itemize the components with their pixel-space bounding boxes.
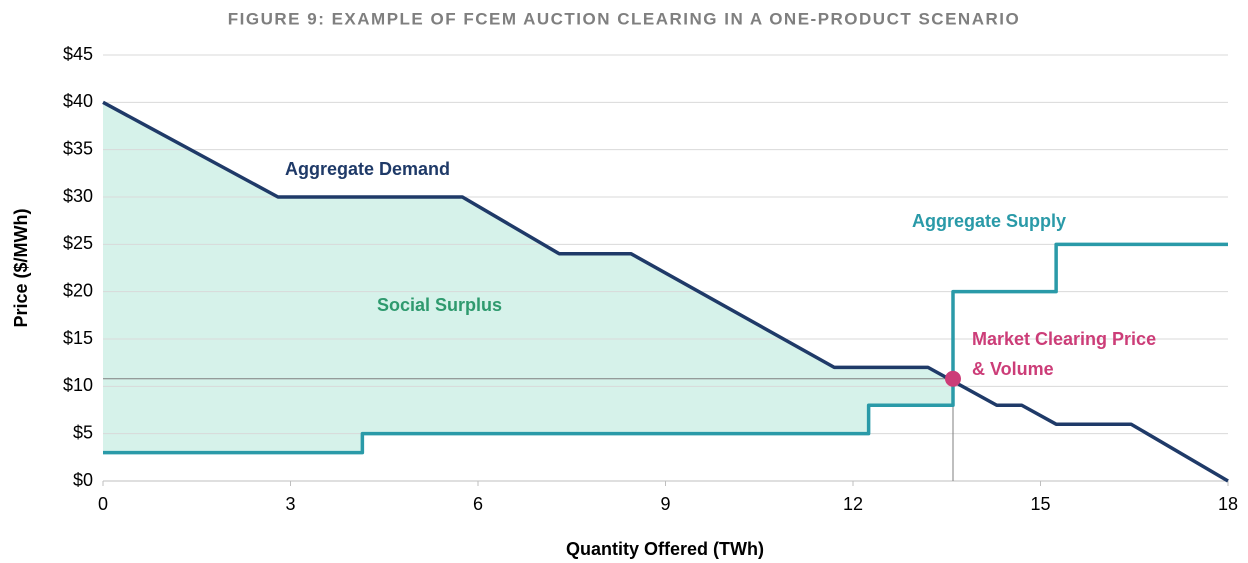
annotation: & Volume [972, 359, 1054, 379]
x-tick-label: 9 [660, 494, 670, 514]
y-tick-label: $40 [63, 91, 93, 111]
y-tick-label: $15 [63, 328, 93, 348]
series-label: Aggregate Supply [912, 211, 1066, 231]
y-tick-label: $35 [63, 138, 93, 158]
y-axis-label: Price ($/MWh) [11, 208, 31, 327]
y-tick-label: $10 [63, 375, 93, 395]
x-tick-label: 3 [285, 494, 295, 514]
series-line [103, 242, 1228, 455]
y-tick-label: $30 [63, 186, 93, 206]
y-tick-label: $20 [63, 280, 93, 300]
annotation: Market Clearing Price [972, 329, 1156, 349]
x-tick-label: 0 [98, 494, 108, 514]
x-tick-label: 6 [473, 494, 483, 514]
surplus-area [103, 102, 953, 453]
x-axis-label: Quantity Offered (TWh) [566, 539, 764, 559]
y-tick-label: $45 [63, 44, 93, 64]
y-tick-label: $25 [63, 233, 93, 253]
chart-title: FIGURE 9: EXAMPLE OF FCEM AUCTION CLEARI… [228, 9, 1020, 28]
x-tick-label: 12 [843, 494, 863, 514]
x-tick-label: 15 [1030, 494, 1050, 514]
y-tick-label: $0 [73, 470, 93, 490]
series-label: Aggregate Demand [285, 159, 450, 179]
x-tick-label: 18 [1218, 494, 1238, 514]
clearing-point [945, 370, 961, 387]
annotation: Social Surplus [377, 295, 502, 315]
series-line [102, 100, 1229, 483]
y-tick-label: $5 [73, 422, 93, 442]
